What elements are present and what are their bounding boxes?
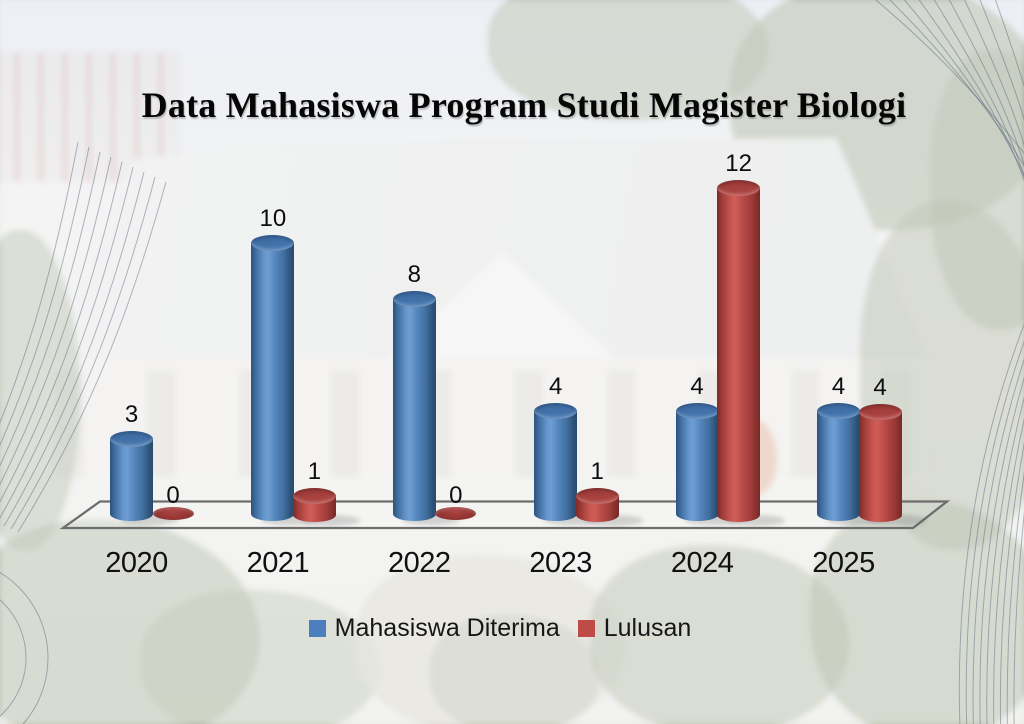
bar-shadow-lulusan-2024 [726,514,785,526]
value-label-lulusan-2024: 12 [725,149,752,177]
cylinder-cap-diterima-2025 [817,403,860,419]
cylinder-bar-diterima-2022 [392,299,436,521]
cylinder-bar-lulusan-2025 [858,411,902,522]
background-facade [55,358,925,478]
cylinder-cap-diterima-2023 [534,403,578,419]
category-label-2020: 2020 [105,547,168,579]
bar-shadow-lulusan-2025 [868,514,926,526]
value-label-lulusan-2025: 4 [873,373,887,401]
background-path [355,555,625,724]
chart-legend: Mahasiswa Diterima Lulusan [0,613,1012,643]
category-label-2024: 2024 [670,547,734,579]
background-shrubs [430,615,600,724]
chart-title: Data Mahasiswa Program Studi Magister Bi… [141,85,907,125]
cylinder-bar-diterima-2020 [110,439,153,521]
cylinder-cap-diterima-2024 [675,403,719,419]
flat-disc-lulusan-2022 [435,506,477,520]
cylinder-bar-diterima-2025 [817,411,860,521]
value-label-diterima-2024: 4 [690,373,704,400]
bar-shadow-diterima-2020 [119,514,178,525]
cylinder-cap-diterima-2021 [251,235,295,251]
bar-shadow-lulusan-2023 [585,514,644,526]
value-label-lulusan-2020: 0 [166,481,180,509]
legend-item-lulusan: Lulusan [577,613,692,643]
legend-swatch [577,619,595,637]
background-trees [488,0,768,120]
cylinder-cap-diterima-2022 [392,291,436,307]
cylinder-bar-lulusan-2024 [717,187,761,522]
background-shrubs [140,590,380,724]
value-label-lulusan-2022: 0 [449,481,463,509]
cylinder-cap-lulusan-2021 [292,487,336,504]
bar-shadow-diterima-2022 [402,514,461,525]
legend-label: Mahasiswa Diterima [334,614,560,642]
category-label-2021: 2021 [246,547,310,579]
background-shrubs [590,545,850,724]
flat-disc-lulusan-2020 [152,506,194,520]
value-label-diterima-2020: 3 [124,401,139,428]
legend-swatch [308,619,326,637]
value-label-diterima-2023: 4 [549,373,563,400]
category-label-2022: 2022 [388,547,451,579]
cylinder-bar-diterima-2023 [534,411,578,521]
value-label-diterima-2022: 8 [407,261,421,288]
cylinder-cap-lulusan-2024 [717,179,761,196]
value-label-diterima-2021: 10 [259,205,287,232]
category-label-2025: 2025 [812,547,875,579]
bar-shadow-diterima-2025 [826,514,885,525]
cylinder-bar-diterima-2024 [675,411,719,521]
bar-shadow-diterima-2023 [543,514,602,525]
cylinder-bar-diterima-2021 [251,243,295,521]
bar-shadow-lulusan-2021 [302,514,361,526]
cylinder-cap-diterima-2020 [110,431,153,447]
cylinder-cap-lulusan-2023 [575,487,619,504]
background-shrubs [810,500,1024,724]
legend-item-mahasiswa-diterima: Mahasiswa Diterima [308,613,560,643]
value-label-lulusan-2023: 1 [590,457,604,485]
legend-label: Lulusan [603,614,692,642]
category-label-2023: 2023 [529,547,592,579]
value-label-lulusan-2021: 1 [307,457,322,485]
bar-shadow-diterima-2024 [685,514,744,525]
bar-shadow-diterima-2021 [260,514,319,525]
cylinder-cap-lulusan-2025 [858,403,902,420]
value-label-diterima-2025: 4 [831,373,846,400]
